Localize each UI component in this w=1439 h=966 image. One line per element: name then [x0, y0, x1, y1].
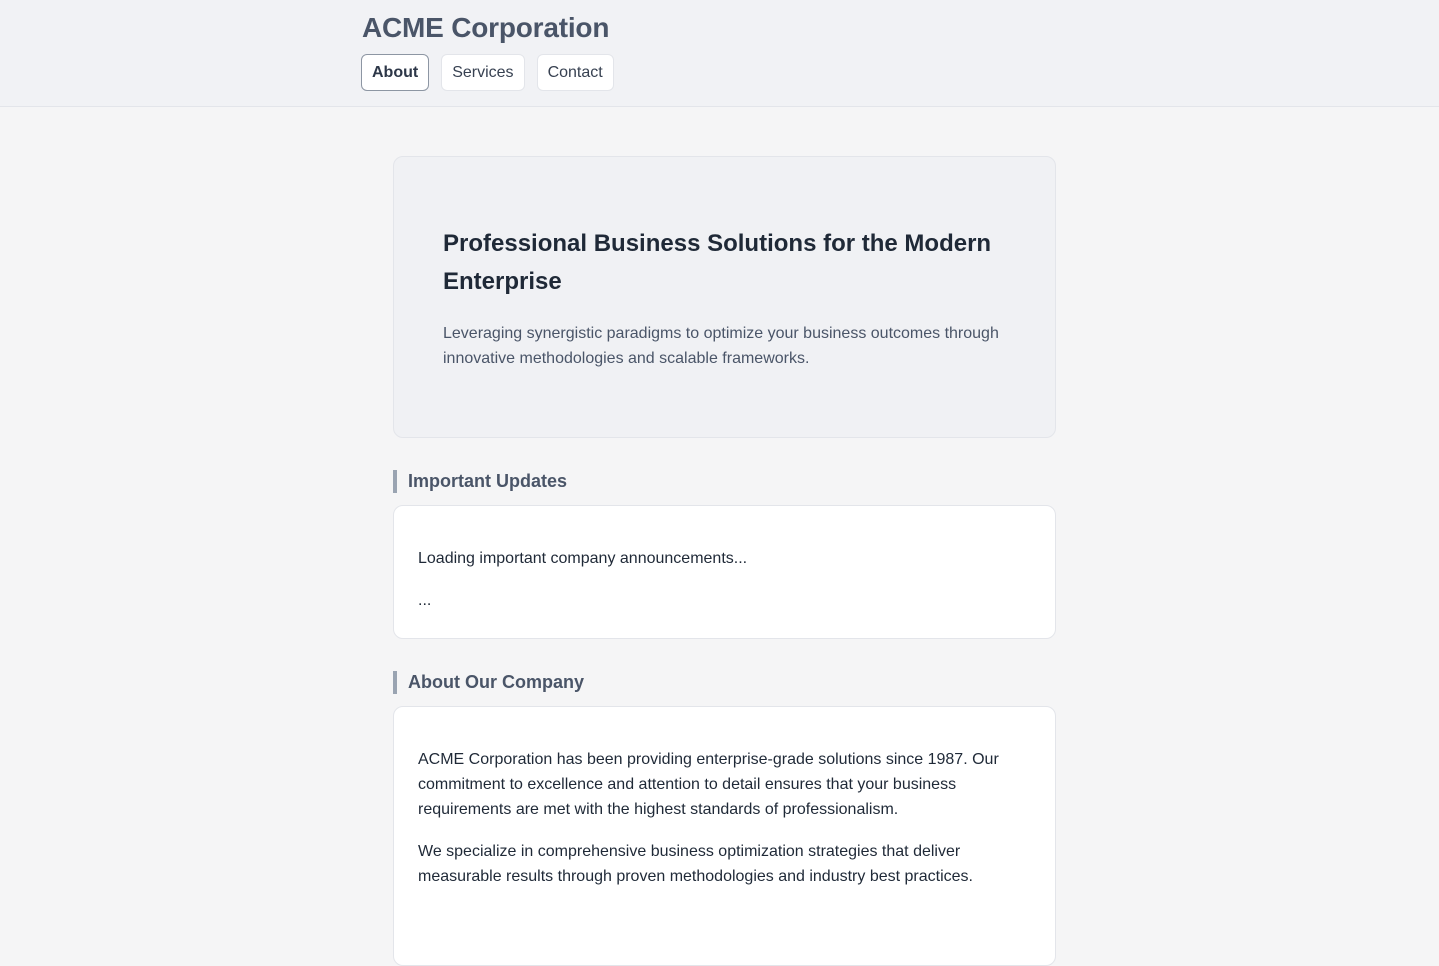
main-content: Professional Business Solutions for the …: [393, 156, 1056, 966]
main-nav: About Services Contact: [361, 54, 614, 91]
updates-heading: Important Updates: [393, 470, 1056, 493]
hero-title: Professional Business Solutions for the …: [443, 230, 992, 295]
updates-loading-text: Loading important company announcements.…: [418, 550, 748, 567]
nav-services-button[interactable]: Services: [441, 54, 525, 91]
hero-subtitle: Leveraging synergistic paradigms to opti…: [443, 325, 999, 367]
nav-about-button[interactable]: About: [361, 54, 430, 91]
nav-contact-button[interactable]: Contact: [536, 54, 614, 91]
about-paragraph: We specialize in comprehensive business …: [418, 843, 973, 885]
updates-card: Loading important company announcements.…: [393, 505, 1056, 639]
updates-loading-ellipsis: ...: [418, 592, 432, 609]
site-header: ACME Corporation About Services Contact: [0, 0, 1439, 107]
about-card: ACME Corporation has been providing ente…: [393, 706, 1056, 966]
hero-panel: Professional Business Solutions for the …: [393, 156, 1056, 438]
about-heading: About Our Company: [393, 671, 1056, 694]
about-paragraph: ACME Corporation has been providing ente…: [418, 751, 999, 818]
brand-title: ACME Corporation: [362, 12, 610, 43]
